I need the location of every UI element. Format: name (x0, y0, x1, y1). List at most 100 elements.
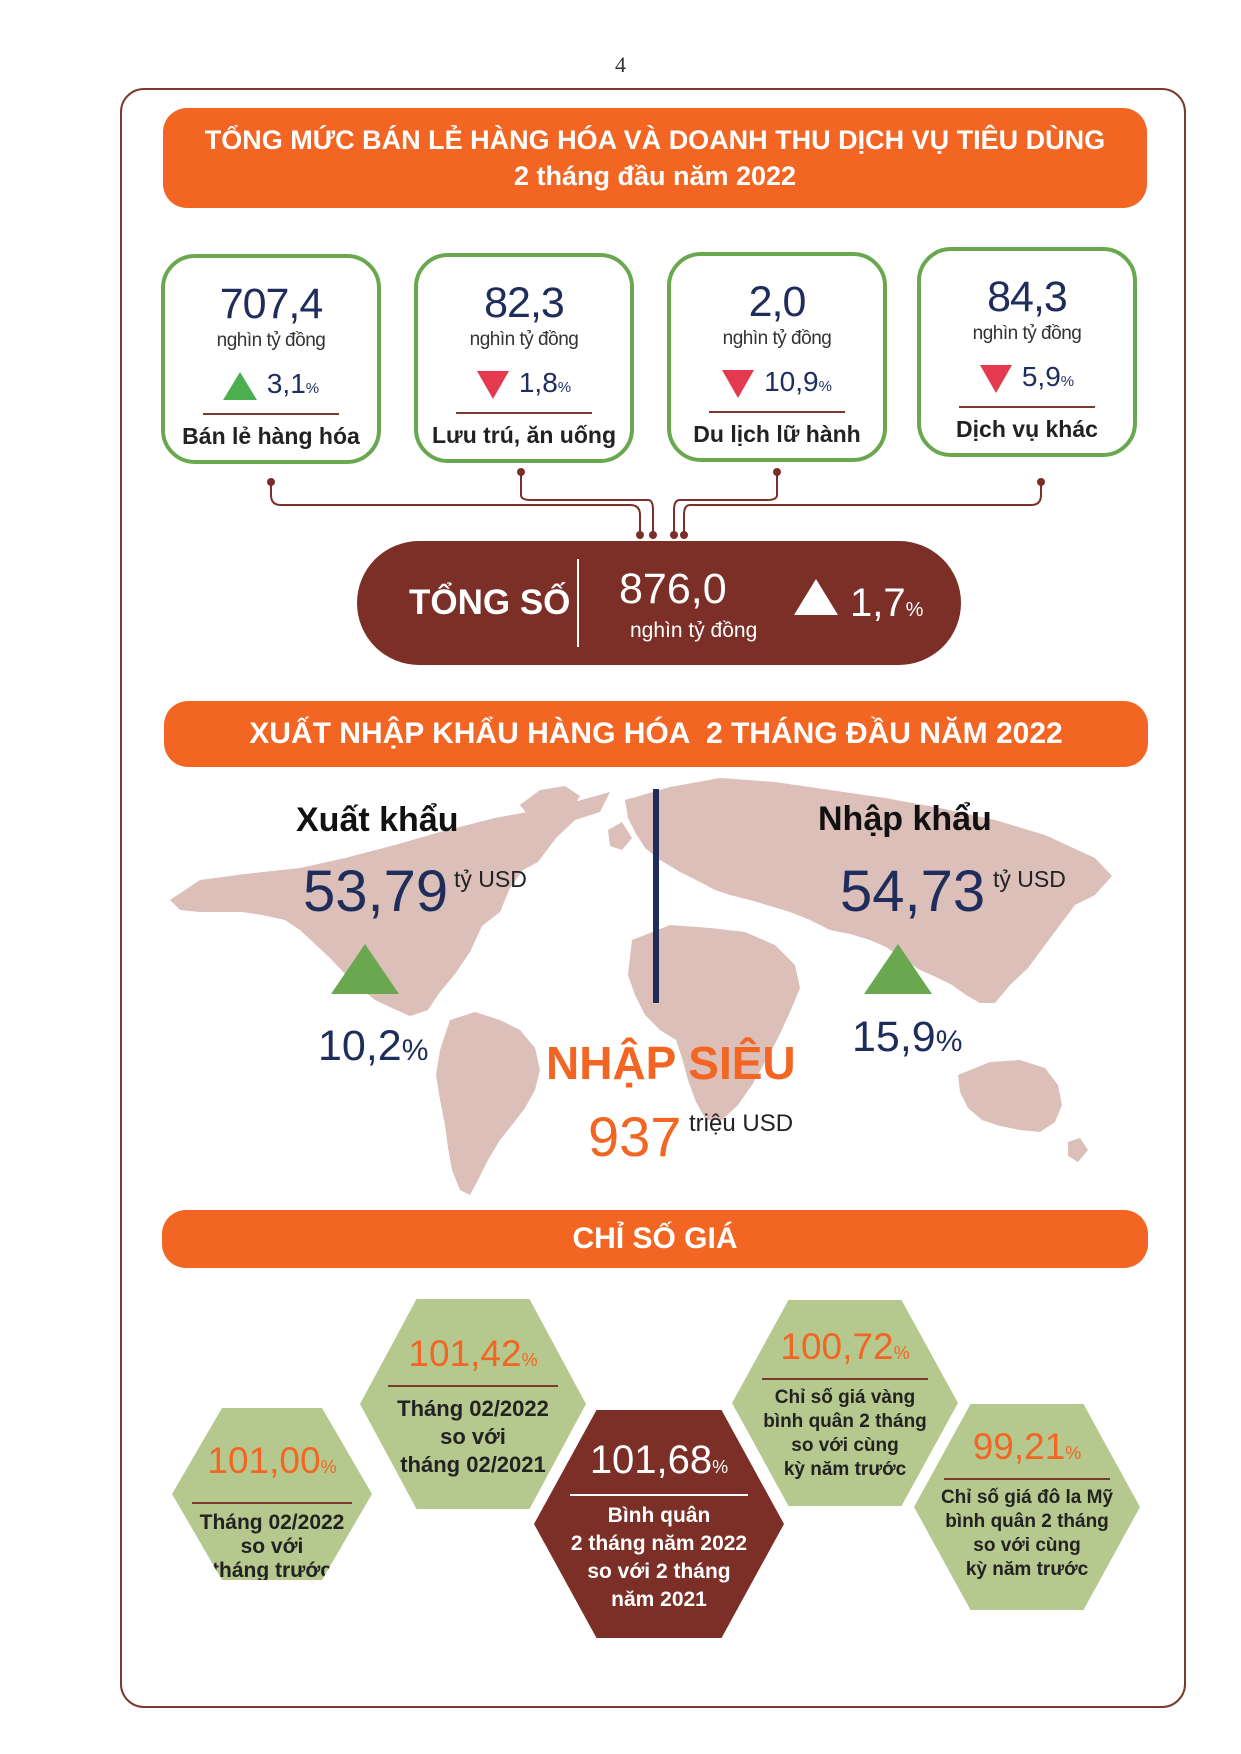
export-change-value: 10,2 (318, 1022, 402, 1070)
card-label: Bán lẻ hàng hóa (182, 423, 360, 449)
hex-value-number: 101,68 (589, 1438, 713, 1482)
percent-sign: % (320, 1457, 337, 1477)
card-change: 3,1% (165, 368, 377, 400)
hex-caption: Chỉ số giá đô la Mỹ bình quân 2 tháng so… (914, 1486, 1140, 1582)
card-value: 82,3 (484, 279, 565, 327)
import-arrow-up-icon (864, 944, 932, 994)
hex-caption-line: Chỉ số giá vàng (774, 1387, 916, 1408)
card-value: 707,4 (219, 280, 324, 328)
hex-caption-line: so với (440, 1424, 506, 1449)
hex-caption-line: so với cùng (791, 1435, 899, 1456)
retail-title-line2: 2 tháng đầu năm 2022 (513, 161, 797, 191)
card-change-value: 1,8 (518, 367, 558, 398)
total-value: 876,0 (619, 565, 727, 613)
percent-sign: % (1060, 373, 1075, 390)
card-unit: nghìn tỷ đồng (216, 330, 326, 351)
connector-lines (267, 468, 1045, 539)
hex-divider (944, 1478, 1110, 1480)
total-pill: TỔNG SỐ 876,0 nghìn tỷ đồng 1,7% (357, 541, 961, 665)
export-label: Xuất khẩu (296, 801, 459, 839)
arrow-down-icon (979, 364, 1012, 393)
trade-title: XUẤT NHẬP KHẨU HÀNG HÓA 2 THÁNG ĐẦU NĂM … (249, 717, 1063, 750)
hex-caption-line: bình quân 2 tháng (945, 1511, 1109, 1532)
hex-caption-line: Bình quân (607, 1504, 711, 1527)
deficit-label: NHẬP SIÊU (546, 1037, 796, 1089)
hex-divider (762, 1378, 928, 1380)
card-unit: nghìn tỷ đồng (972, 323, 1082, 344)
retail-title-line1: TỔNG MỨC BÁN LẺ HÀNG HÓA VÀ DOANH THU DỊ… (204, 125, 1106, 155)
hex-caption: Tháng 02/2022 so với tháng trước (172, 1511, 372, 1582)
percent-sign: % (893, 1343, 910, 1363)
total-unit: nghìn tỷ đồng (630, 619, 758, 642)
hex-caption-line: 2 tháng năm 2022 (570, 1532, 748, 1555)
hex-value-number: 101,42 (408, 1333, 522, 1374)
hex-caption: Chỉ số giá vàng bình quân 2 tháng so với… (732, 1386, 958, 1482)
card-retail-goods: 707,4 nghìn tỷ đồng 3,1% Bán lẻ hàng hóa (161, 254, 381, 464)
card-unit: nghìn tỷ đồng (722, 328, 832, 349)
hex-caption-line: Tháng 02/2022 (397, 1396, 549, 1421)
price-hex-average: 101,68% Bình quân 2 tháng năm 2022 so vớ… (534, 1410, 784, 1638)
deficit-value: 937 (588, 1105, 682, 1168)
hex-value: 100,72% (732, 1326, 958, 1368)
percent-sign: % (557, 379, 572, 396)
card-change: 5,9% (921, 361, 1133, 393)
import-label: Nhập khẩu (818, 800, 992, 838)
percent-sign: % (401, 1034, 429, 1067)
percent-sign: % (1065, 1443, 1082, 1463)
card-change-value: 5,9 (1021, 361, 1061, 392)
deficit-unit: triệu USD (689, 1110, 794, 1137)
hex-caption-line: kỳ năm trước (783, 1459, 907, 1480)
card-change-value: 3,1 (266, 368, 306, 399)
percent-sign: % (521, 1350, 538, 1370)
hex-value-number: 99,21 (972, 1426, 1066, 1467)
world-map-image (170, 778, 1112, 1195)
hex-caption-line: tháng trước (212, 1559, 332, 1582)
hex-value-number: 101,00 (207, 1440, 321, 1481)
hex-caption-line: bình quân 2 tháng (763, 1411, 927, 1432)
price-index-title: CHỈ SỐ GIÁ (572, 1222, 738, 1255)
retail-title-banner: TỔNG MỨC BÁN LẺ HÀNG HÓA VÀ DOANH THU DỊ… (163, 108, 1147, 208)
hex-caption-line: so với cùng (973, 1535, 1081, 1556)
hex-value: 101,68% (534, 1438, 784, 1483)
total-divider (577, 559, 579, 647)
card-value: 84,3 (987, 273, 1068, 321)
arrow-down-icon (722, 369, 755, 398)
hex-caption: Tháng 02/2022 so với tháng 02/2021 (360, 1395, 586, 1479)
card-value: 2,0 (748, 278, 807, 326)
percent-sign: % (818, 378, 832, 395)
arrow-down-icon (476, 370, 509, 399)
hex-value: 101,42% (360, 1333, 586, 1375)
card-change: 10,9% (671, 366, 883, 398)
percent-sign: % (935, 1025, 963, 1058)
card-divider (709, 411, 845, 413)
card-accommodation: 82,3 nghìn tỷ đồng 1,8% Lưu trú, ăn uống (414, 253, 634, 463)
hex-caption-line: Tháng 02/2022 (199, 1511, 345, 1534)
card-travel: 2,0 nghìn tỷ đồng 10,9% Du lịch lữ hành (667, 252, 887, 462)
card-label: Lưu trú, ăn uống (431, 422, 616, 448)
hex-divider (192, 1502, 352, 1504)
import-change-value: 15,9 (852, 1013, 936, 1061)
price-hex-gold: 100,72% Chỉ số giá vàng bình quân 2 thán… (732, 1300, 958, 1506)
export-change: 10,2% (318, 1022, 428, 1071)
price-index-title-banner: CHỈ SỐ GIÁ (162, 1210, 1148, 1268)
export-arrow-up-icon (331, 944, 399, 994)
card-label: Dịch vụ khác (956, 416, 1098, 442)
hex-divider (570, 1494, 748, 1496)
import-change: 15,9% (852, 1013, 962, 1062)
hex-caption-line: so với (240, 1535, 304, 1558)
percent-sign: % (305, 380, 320, 397)
hex-caption: Bình quân 2 tháng năm 2022 so với 2 thán… (534, 1502, 784, 1614)
total-change-value: 1,7 (850, 581, 906, 625)
card-other-services: 84,3 nghìn tỷ đồng 5,9% Dịch vụ khác (917, 247, 1137, 457)
hex-caption-line: năm 2021 (611, 1588, 707, 1611)
card-change-value: 10,9 (764, 366, 819, 397)
hex-caption-line: tháng 02/2021 (400, 1452, 546, 1477)
page-frame (120, 88, 1186, 1708)
arrow-up-icon (222, 371, 257, 400)
hex-caption-line: kỳ năm trước (965, 1559, 1089, 1580)
card-label: Du lịch lữ hành (693, 421, 861, 447)
export-value: 53,79 (303, 859, 449, 924)
map-divider (653, 789, 659, 1003)
percent-sign: % (905, 599, 924, 621)
export-unit: tỷ USD (454, 866, 527, 892)
